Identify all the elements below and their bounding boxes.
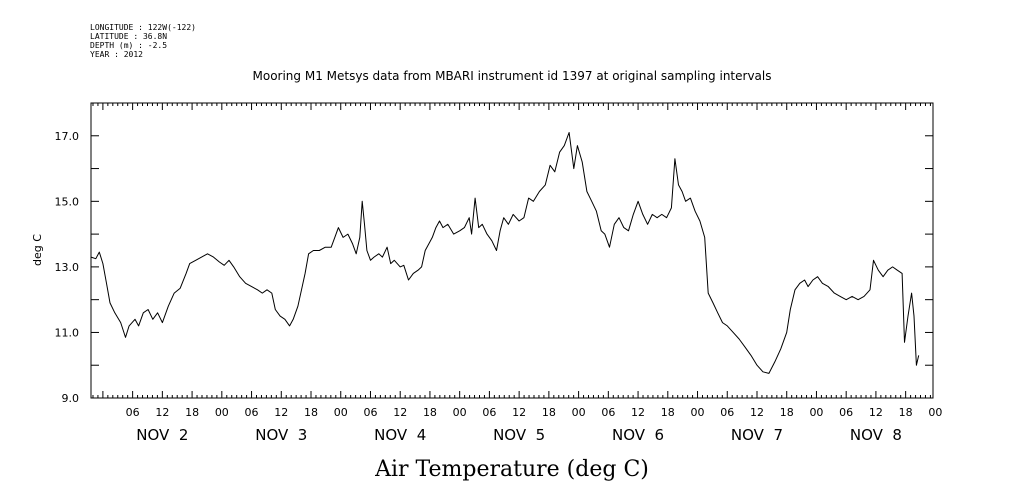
x-axis: 06 12 18 00 06 12 18 00 06 12 18 00 06 12 18 00 06 12 18 00… (92, 103, 942, 444)
x-tick-label: 06 (245, 406, 259, 419)
x-tick-label: 12 (750, 406, 764, 419)
x-tick-label: 00 (215, 406, 229, 419)
y-tick-label: 17.0 (55, 130, 80, 143)
y-tick-label: 15.0 (55, 195, 80, 208)
x-tick-label: 00 (572, 406, 586, 419)
chart-title: Mooring M1 Metsys data from MBARI instru… (253, 69, 772, 83)
x-day-label: NOV 8 (850, 426, 902, 444)
x-tick-label: 12 (512, 406, 526, 419)
y-tick-label: 11.0 (55, 326, 80, 339)
x-tick-label: 00 (691, 406, 705, 419)
plot-frame (90, 102, 934, 399)
x-tick-label: 06 (839, 406, 853, 419)
x-tick-label: 06 (363, 406, 377, 419)
x-day-label: NOV 5 (493, 426, 545, 444)
meta-year: YEAR : 2012 (90, 50, 143, 59)
x-day-label: NOV 4 (374, 426, 426, 444)
x-tick-label: 12 (155, 406, 169, 419)
x-day-label: NOV 7 (731, 426, 783, 444)
x-tick-label: 18 (423, 406, 437, 419)
x-tick-label: 18 (542, 406, 556, 419)
metadata-block: LONGITUDE : 122W(-122) LATITUDE : 36.8N … (90, 23, 196, 59)
x-tick-label: 12 (274, 406, 288, 419)
x-day-label: NOV 3 (255, 426, 307, 444)
meta-depth: DEPTH (m) : -2.5 (90, 41, 167, 50)
x-tick-label: 06 (482, 406, 496, 419)
x-tick-label: 00 (809, 406, 823, 419)
x-tick-label: 18 (780, 406, 794, 419)
x-day-label: NOV 2 (136, 426, 188, 444)
y-axis: 9.0 11.0 13.0 15.0 17.0 (55, 102, 933, 405)
y-tick-label: 13.0 (55, 261, 80, 274)
x-tick-label: 12 (631, 406, 645, 419)
x-tick-label: 00 (334, 406, 348, 419)
series-layer (90, 132, 920, 374)
x-day-label: NOV 6 (612, 426, 664, 444)
x-tick-label: 00 (453, 406, 467, 419)
x-tick-label: 18 (185, 406, 199, 419)
meta-latitude: LATITUDE : 36.8N (90, 32, 167, 41)
x-tick-label: 00 (928, 406, 942, 419)
x-tick-label: 06 (601, 406, 615, 419)
series-line-0 (90, 132, 920, 374)
x-tick-label: 18 (661, 406, 675, 419)
meta-longitude: LONGITUDE : 122W(-122) (90, 23, 196, 32)
x-tick-label: 06 (720, 406, 734, 419)
x-axis-title: Air Temperature (deg C) (374, 457, 649, 482)
x-tick-label: 18 (899, 406, 913, 419)
y-axis-label: deg C (31, 234, 44, 266)
x-tick-label: 12 (393, 406, 407, 419)
x-tick-label: 06 (126, 406, 140, 419)
x-tick-label: 18 (304, 406, 318, 419)
y-tick-label: 9.0 (62, 392, 80, 405)
x-tick-label: 12 (869, 406, 883, 419)
